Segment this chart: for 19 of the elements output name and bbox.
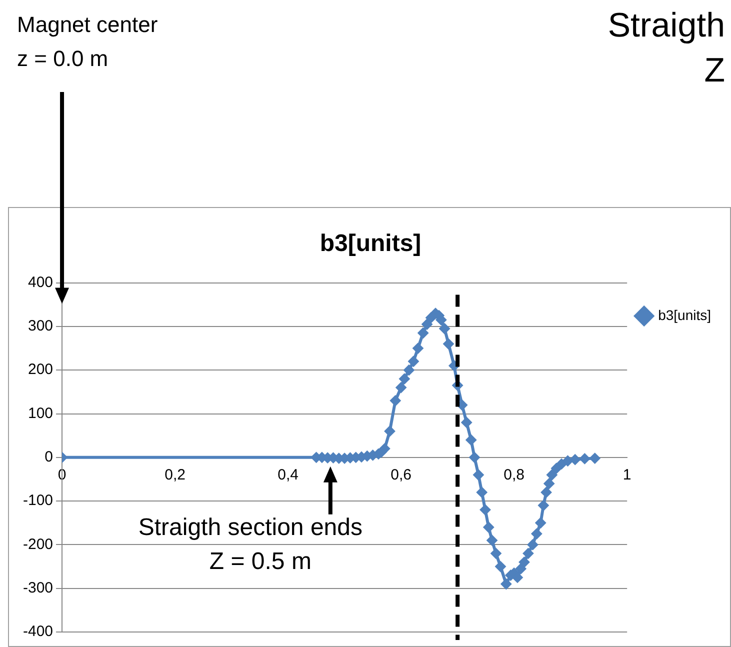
y-tick-label: -400 [22, 623, 54, 640]
x-tick-label: 0,4 [278, 466, 298, 484]
y-tick-label: 400 [28, 274, 54, 291]
y-tick-label: -300 [22, 579, 54, 596]
annotation: Straigth section ends Z = 0.5 m [138, 514, 362, 576]
x-tick-label: 1 [622, 466, 632, 484]
text: Magnet center z = 0.0 m [17, 12, 158, 72]
x-tick-label: 0,6 [390, 466, 412, 484]
text: Straigth Z [608, 6, 725, 90]
y-tick-label: 200 [28, 361, 54, 378]
x-tick-label: 0,8 [504, 466, 524, 484]
legend-label: b3[units] [658, 306, 712, 323]
chart-title: b3[units] [320, 230, 422, 258]
y-tick-label: 100 [28, 404, 54, 422]
x-tick-label: 0,2 [164, 466, 186, 484]
y-tick-label: -200 [22, 536, 54, 553]
y-tick-label: -100 [22, 492, 54, 510]
y-tick-label: 0 [44, 448, 54, 466]
y-tick-label: 300 [28, 318, 54, 335]
